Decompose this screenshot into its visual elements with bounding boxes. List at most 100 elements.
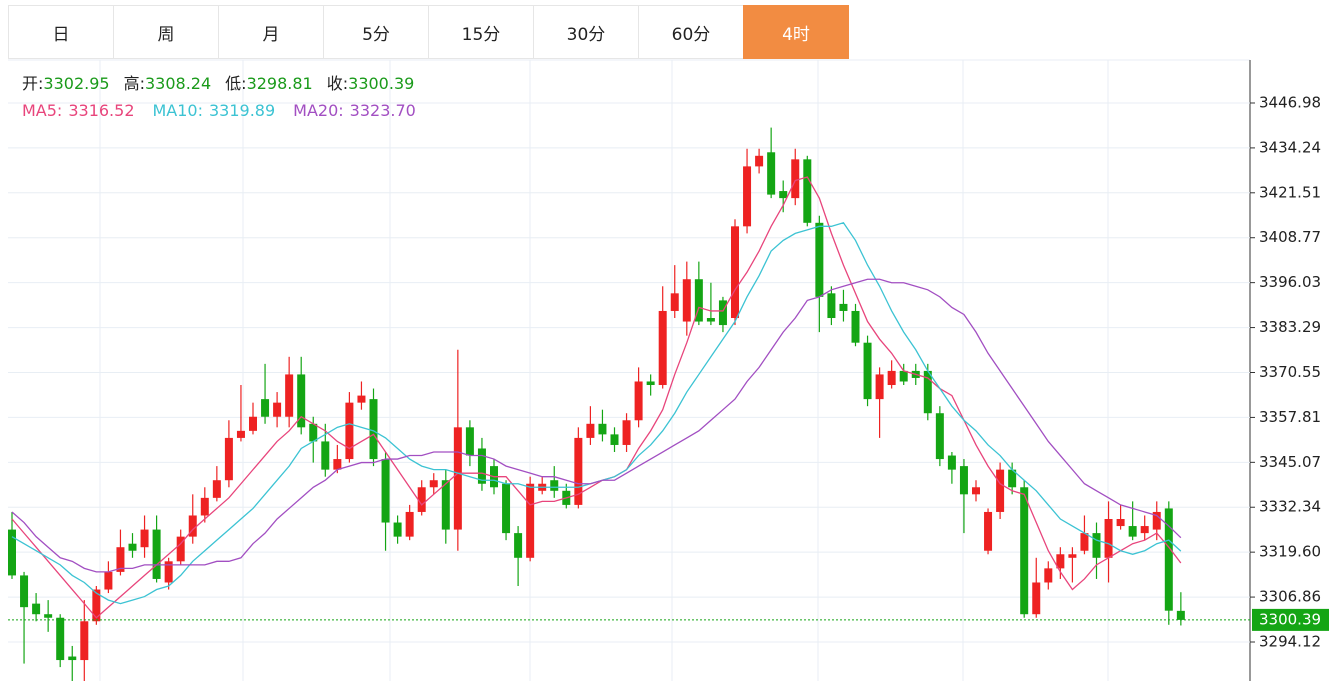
candle-body bbox=[610, 434, 619, 445]
ohlc-value: 3300.39 bbox=[348, 74, 414, 93]
y-tick-label: 3383.29 bbox=[1259, 318, 1321, 336]
candle-body bbox=[851, 310, 860, 343]
candle-body bbox=[477, 448, 486, 484]
ma-value: 3319.89 bbox=[209, 101, 275, 120]
ma-name: MA20: bbox=[293, 101, 344, 120]
candle-body bbox=[1008, 469, 1017, 488]
candle-body bbox=[8, 529, 16, 576]
candle-body bbox=[116, 547, 125, 572]
candle-body bbox=[200, 497, 209, 516]
candle-body bbox=[947, 455, 956, 470]
candle-body bbox=[261, 399, 270, 417]
candle-body bbox=[984, 511, 993, 551]
candle-body bbox=[176, 536, 185, 562]
candle-body bbox=[996, 469, 1005, 512]
ma-line bbox=[11, 278, 1182, 573]
candle-body bbox=[465, 427, 474, 456]
candle-body bbox=[550, 480, 559, 491]
period-tab[interactable]: 60分 bbox=[638, 5, 744, 59]
candle-body bbox=[598, 423, 607, 435]
ohlc-header: 开:3302.95 高:3308.24 低:3298.81 收:3300.39 bbox=[22, 74, 414, 93]
candle-body bbox=[1176, 610, 1185, 620]
period-tab[interactable]: 日 bbox=[8, 5, 114, 59]
period-tab[interactable]: 5分 bbox=[323, 5, 429, 59]
candle-body bbox=[405, 511, 414, 537]
candle-body bbox=[104, 571, 113, 590]
candle-body bbox=[502, 483, 511, 534]
candle-body bbox=[285, 374, 294, 417]
ma-header: MA5: 3316.52 MA10: 3319.89 MA20: 3323.70 bbox=[22, 101, 416, 120]
candle-body bbox=[670, 293, 679, 311]
ma-name: MA10: bbox=[153, 101, 204, 120]
candle-body bbox=[1080, 533, 1089, 551]
period-tab[interactable]: 4时 bbox=[743, 5, 849, 59]
candle-body bbox=[682, 279, 691, 322]
candle-body bbox=[1032, 582, 1041, 615]
candle-body bbox=[839, 303, 848, 311]
candle-body bbox=[1068, 554, 1077, 558]
candle-body bbox=[767, 152, 776, 195]
candle-body bbox=[309, 423, 318, 442]
candle-body bbox=[152, 529, 161, 579]
ma-value: 3316.52 bbox=[68, 101, 134, 120]
candle-body bbox=[32, 603, 41, 615]
y-tick-label: 3332.34 bbox=[1259, 498, 1321, 516]
candle-body bbox=[827, 293, 836, 319]
candle-body bbox=[44, 614, 53, 618]
last-price-label: 3300.39 bbox=[1259, 610, 1321, 628]
candle-body bbox=[1104, 519, 1113, 558]
ohlc-label: 低: bbox=[225, 74, 246, 93]
ohlc-label: 高: bbox=[124, 74, 145, 93]
period-tab[interactable]: 周 bbox=[113, 5, 219, 59]
candle-body bbox=[224, 437, 233, 481]
period-tab[interactable]: 月 bbox=[218, 5, 324, 59]
candle-body bbox=[417, 487, 426, 512]
candle-body bbox=[803, 159, 812, 223]
y-tick-label: 3434.24 bbox=[1259, 138, 1321, 156]
candle-body bbox=[935, 413, 944, 460]
ma-line bbox=[11, 176, 1182, 619]
candle-body bbox=[441, 480, 450, 530]
candle-body bbox=[622, 420, 631, 445]
last-price-box bbox=[1252, 608, 1329, 631]
y-tick-label: 3345.07 bbox=[1259, 453, 1321, 471]
candle-body bbox=[453, 427, 462, 530]
y-tick-label: 3408.77 bbox=[1259, 228, 1321, 246]
candle-body bbox=[20, 575, 29, 608]
ma-line bbox=[11, 222, 1182, 605]
candle-body bbox=[92, 589, 101, 622]
candle-body bbox=[959, 466, 968, 495]
period-tab[interactable]: 15分 bbox=[428, 5, 534, 59]
candle-body bbox=[718, 300, 727, 326]
candle-body bbox=[658, 310, 667, 386]
y-tick-label: 3319.60 bbox=[1259, 543, 1321, 561]
candle-body bbox=[1092, 533, 1101, 558]
ma-value: 3323.70 bbox=[350, 101, 416, 120]
candle-body bbox=[68, 656, 77, 661]
y-tick-label: 3446.98 bbox=[1259, 93, 1321, 111]
candle-body bbox=[345, 402, 354, 460]
candle-body bbox=[297, 374, 306, 428]
candle-body bbox=[972, 487, 980, 495]
candle-body bbox=[875, 374, 884, 400]
candle-body bbox=[381, 459, 390, 523]
y-tick-label: 3306.86 bbox=[1259, 588, 1321, 606]
candle-body bbox=[586, 423, 595, 438]
ohlc-value: 3308.24 bbox=[145, 74, 211, 93]
candle-body bbox=[1044, 568, 1053, 583]
candle-body bbox=[646, 381, 655, 386]
period-tab[interactable]: 30分 bbox=[533, 5, 639, 59]
candle-body bbox=[514, 533, 523, 558]
candle-body bbox=[887, 370, 896, 386]
candle-body bbox=[1140, 526, 1149, 534]
candle-body bbox=[743, 166, 752, 227]
candle-body bbox=[80, 621, 89, 661]
candle-body bbox=[863, 342, 872, 400]
candle-body bbox=[273, 402, 282, 417]
candle-body bbox=[923, 370, 932, 414]
candle-body bbox=[634, 381, 643, 421]
candle-body bbox=[188, 515, 197, 537]
ohlc-value: 3302.95 bbox=[43, 74, 109, 93]
candle-body bbox=[56, 617, 65, 661]
